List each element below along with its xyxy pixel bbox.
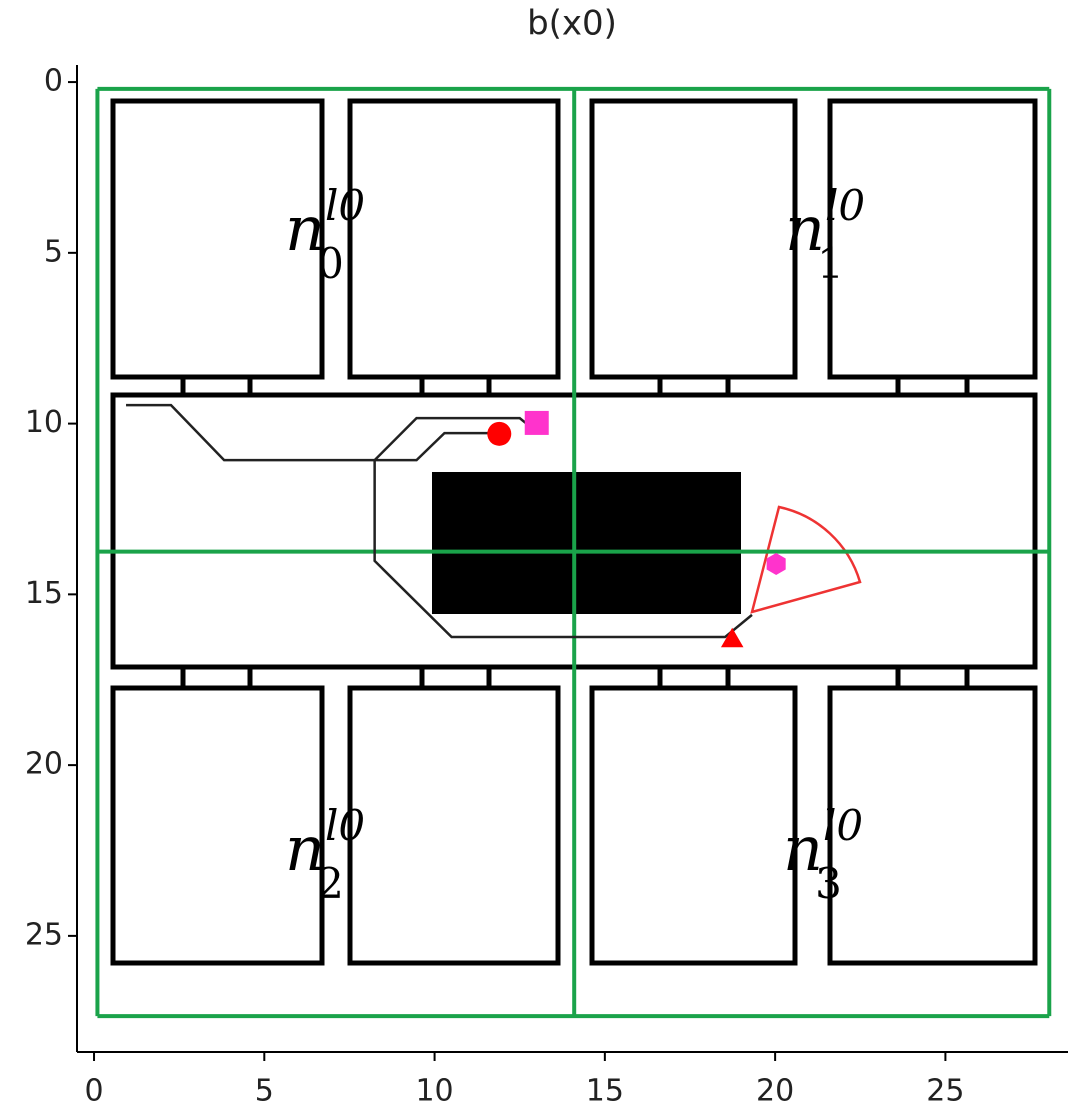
region-sup: l0: [823, 801, 863, 850]
x-tick-label: 0: [84, 1074, 103, 1109]
region-sub: 2: [317, 859, 344, 908]
trajectory: [126, 403, 753, 639]
x-tick-label: 20: [756, 1074, 794, 1109]
region-label: nl0 2: [285, 801, 365, 908]
chart-title: b(x0): [527, 4, 617, 44]
region-sup: l0: [325, 801, 365, 850]
marker-hexagon: [766, 552, 786, 575]
region-sup: l0: [825, 181, 865, 230]
y-tick-label: 5: [44, 234, 63, 269]
doors: [180, 377, 970, 688]
room: [110, 98, 325, 380]
room: [347, 98, 561, 380]
sensor-cone: [750, 505, 862, 614]
region-sup: l0: [325, 181, 365, 230]
y-tick-label: 15: [25, 576, 63, 611]
marker-triangle: [720, 627, 744, 648]
room: [589, 98, 798, 380]
marker-circle: [487, 421, 512, 446]
region-base: n: [785, 192, 825, 265]
x-tick-label: 5: [255, 1074, 274, 1109]
marker-square: [524, 410, 549, 435]
room: [589, 685, 798, 966]
region-sub: 0: [317, 239, 344, 288]
region-sub: 3: [815, 859, 842, 908]
y-tick-label: 25: [25, 917, 63, 952]
region-label: nl0 3: [783, 801, 863, 908]
x-tick-label: 10: [415, 1074, 453, 1109]
region-label: nl0 1: [785, 181, 865, 288]
region-sub: 1: [817, 239, 844, 288]
room: [110, 685, 325, 966]
room: [827, 685, 1038, 966]
y-tick-label: 10: [25, 405, 63, 440]
obstacle: [432, 472, 741, 614]
region-label: nl0 0: [285, 181, 365, 288]
y-tick-label: 20: [25, 747, 63, 782]
region-base: n: [783, 812, 823, 885]
x-tick-label: 15: [586, 1074, 624, 1109]
region-base: n: [285, 812, 325, 885]
room: [827, 98, 1038, 380]
x-tick-label: 25: [926, 1074, 964, 1109]
y-tick-label: 0: [44, 64, 63, 99]
region-base: n: [285, 192, 325, 265]
room: [347, 685, 561, 966]
